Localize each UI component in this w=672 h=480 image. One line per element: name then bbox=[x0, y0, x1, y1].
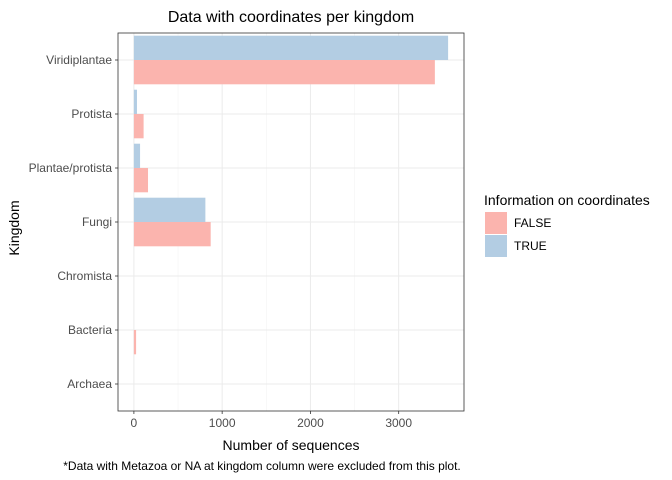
y-tick-label: Bacteria bbox=[68, 323, 112, 337]
x-axis-label: Number of sequences bbox=[223, 437, 360, 453]
legend-key-false bbox=[485, 212, 507, 234]
chart-title: Data with coordinates per kingdom bbox=[168, 9, 414, 26]
bar-false-protista bbox=[133, 114, 144, 139]
y-tick-label: Chromista bbox=[57, 269, 112, 283]
x-tick-label: 2000 bbox=[297, 416, 324, 430]
legend: Information on coordinates FALSE TRUE bbox=[484, 192, 650, 257]
x-tick-labels: 0 1000 2000 3000 bbox=[131, 411, 412, 430]
x-tick-label: 1000 bbox=[209, 416, 236, 430]
bar-false-fungi bbox=[133, 222, 211, 247]
legend-label-false: FALSE bbox=[514, 216, 551, 230]
x-tick-label: 3000 bbox=[385, 416, 412, 430]
y-tick-label: Archaea bbox=[67, 377, 112, 391]
y-tick-label: Viridiplantae bbox=[46, 53, 112, 67]
bar-true-viridiplantae bbox=[133, 35, 449, 60]
bars bbox=[133, 35, 449, 355]
y-tick-label: Fungi bbox=[82, 215, 112, 229]
chart-caption: *Data with Metazoa or NA at kingdom colu… bbox=[63, 459, 461, 473]
bar-true-fungi bbox=[133, 197, 206, 222]
bar-true-plantae-protista bbox=[133, 143, 141, 168]
legend-title: Information on coordinates bbox=[484, 192, 650, 208]
bar-false-bacteria bbox=[133, 330, 137, 355]
bar-false-plantae-protista bbox=[133, 168, 149, 193]
y-axis-label: Kingdom bbox=[6, 200, 22, 255]
y-tick-label: Plantae/protista bbox=[29, 161, 113, 175]
legend-key-true bbox=[485, 235, 507, 257]
legend-label-true: TRUE bbox=[514, 239, 547, 253]
y-tick-label: Protista bbox=[71, 107, 112, 121]
y-tick-labels: Viridiplantae Protista Plantae/protista Fun… bbox=[29, 53, 118, 391]
bar-true-protista bbox=[133, 89, 137, 114]
x-tick-label: 0 bbox=[131, 416, 138, 430]
bar-false-viridiplantae bbox=[133, 60, 435, 85]
